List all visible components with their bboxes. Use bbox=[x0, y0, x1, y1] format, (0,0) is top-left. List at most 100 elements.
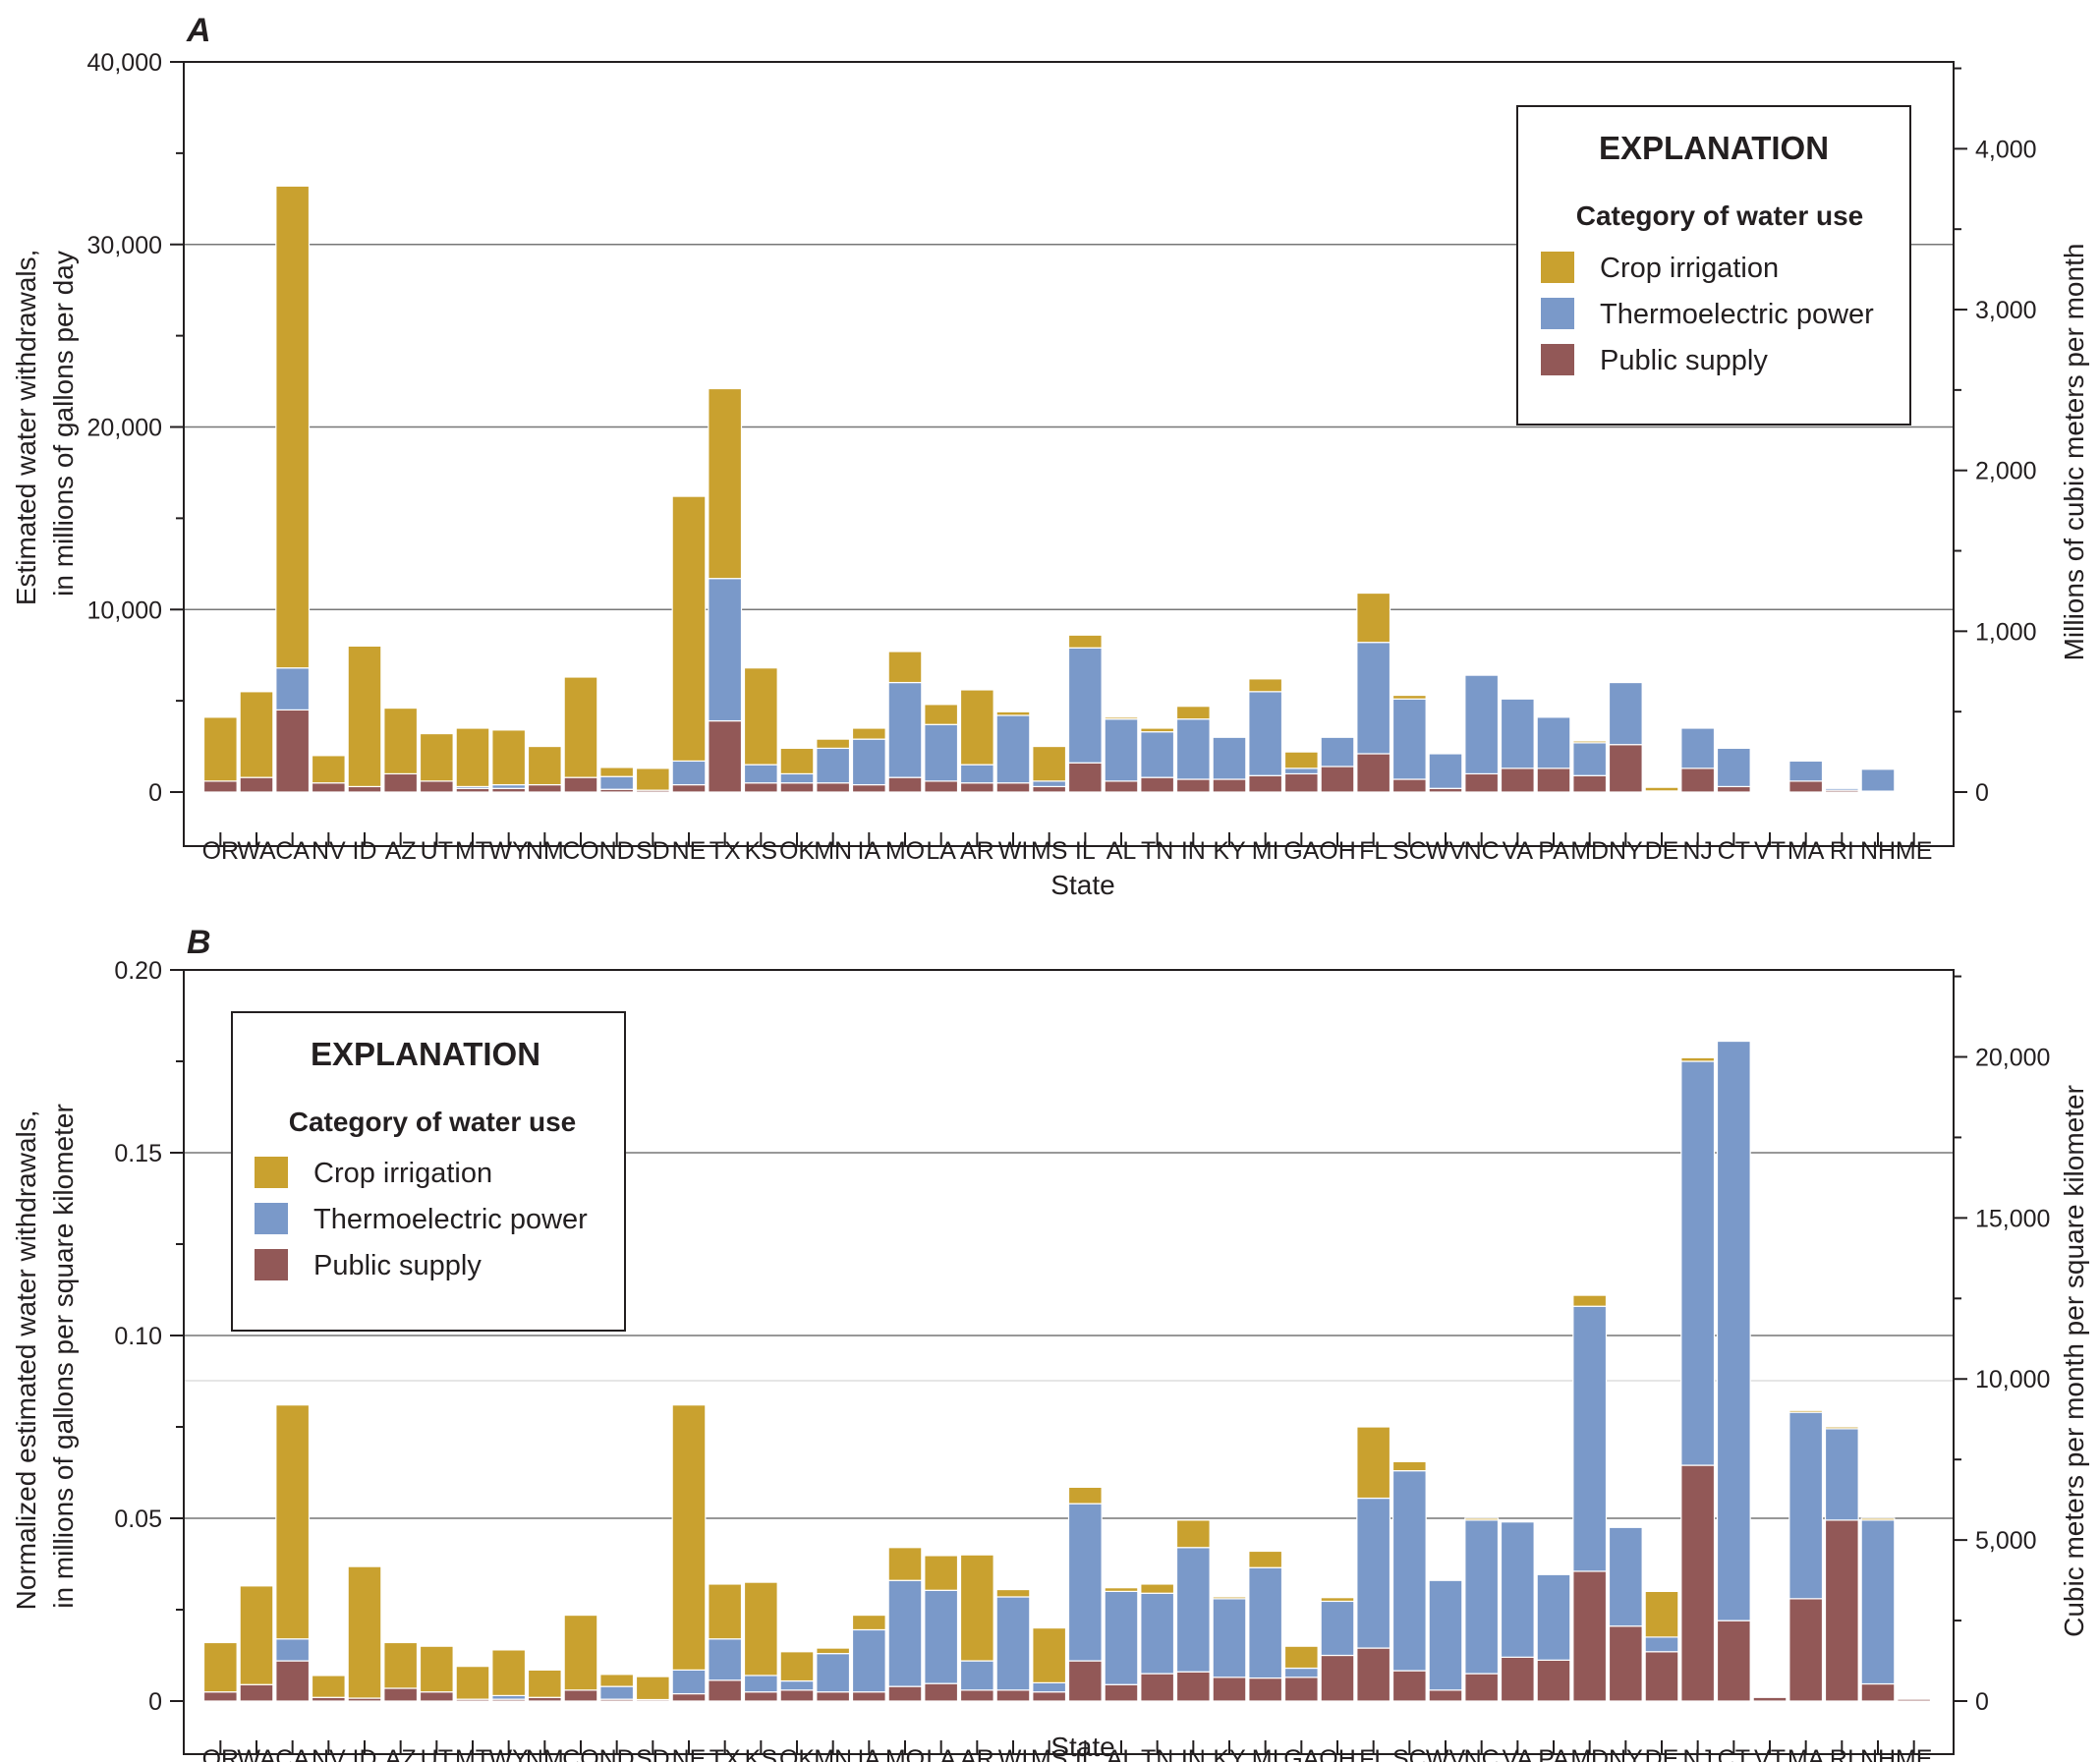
bar-crop-irrigation-nd bbox=[599, 767, 635, 777]
panel-a-legend-subtitle: Category of water use bbox=[1576, 200, 1864, 231]
bar-thermoelectric-power-ks bbox=[743, 764, 778, 784]
bar-public-supply-ct bbox=[1716, 785, 1751, 793]
bar-thermoelectric-power-ok bbox=[779, 772, 815, 784]
bar-public-supply-ne bbox=[671, 783, 707, 793]
bar-thermoelectric-power-ca bbox=[275, 667, 311, 711]
bar-crop-irrigation-oh bbox=[1320, 1597, 1355, 1603]
bar-public-supply-ne bbox=[671, 1692, 707, 1702]
bar-crop-irrigation-sc bbox=[1391, 694, 1427, 700]
bar-public-supply-md bbox=[1572, 1570, 1608, 1702]
x-tick-label-oh: OH bbox=[1319, 1745, 1356, 1762]
y-tick-label: 0.15 bbox=[114, 1140, 162, 1167]
bar-crop-irrigation-ok bbox=[779, 747, 815, 775]
bar-thermoelectric-power-il bbox=[1067, 647, 1103, 764]
x-tick-label-tn: TN bbox=[1141, 1745, 1173, 1762]
bar-crop-irrigation-al bbox=[1104, 1587, 1139, 1593]
bar-crop-irrigation-tn bbox=[1140, 727, 1175, 733]
x-tick-label-nj: NJ bbox=[1682, 1745, 1713, 1762]
panel-b-legend-label-public: Public supply bbox=[313, 1250, 482, 1281]
panel-a-legend-box bbox=[1516, 105, 1911, 426]
thermoelectric-power-swatch bbox=[255, 1203, 288, 1234]
y-tick-label: 0.10 bbox=[114, 1323, 162, 1350]
bar-public-supply-nv bbox=[311, 782, 346, 793]
x-tick-label-mt: MT bbox=[455, 837, 490, 865]
y2-tick-label: 5,000 bbox=[1975, 1527, 2037, 1555]
y2-tick-label: 2,000 bbox=[1975, 458, 2037, 485]
bar-public-supply-wv bbox=[1428, 1689, 1463, 1702]
bar-crop-irrigation-ga bbox=[1283, 1645, 1319, 1670]
x-tick-label-de: DE bbox=[1645, 837, 1679, 865]
bar-public-supply-ks bbox=[743, 1691, 778, 1702]
bar-crop-irrigation-az bbox=[383, 1641, 419, 1689]
bar-crop-irrigation-id bbox=[347, 1565, 382, 1699]
x-tick-label-ri: RI bbox=[1830, 837, 1854, 865]
x-tick-label-ut: UT bbox=[421, 837, 453, 865]
bar-public-supply-ok bbox=[779, 782, 815, 793]
bar-thermoelectric-power-in bbox=[1175, 1547, 1211, 1673]
bar-crop-irrigation-ks bbox=[743, 1581, 778, 1677]
bar-thermoelectric-power-mn bbox=[816, 747, 851, 784]
bar-thermoelectric-power-in bbox=[1175, 718, 1211, 780]
x-tick-label-md: MD bbox=[1570, 837, 1609, 865]
bar-crop-irrigation-ca bbox=[275, 185, 311, 669]
bar-public-supply-mn bbox=[816, 1691, 851, 1702]
bar-thermoelectric-power-va bbox=[1500, 698, 1535, 769]
bar-public-supply-co bbox=[563, 1689, 598, 1702]
bar-crop-irrigation-mi bbox=[1248, 1550, 1283, 1568]
bar-thermoelectric-power-ms bbox=[1032, 1681, 1067, 1693]
bar-thermoelectric-power-fl bbox=[1356, 642, 1391, 755]
y-tick-label: 40,000 bbox=[87, 49, 162, 77]
bar-public-supply-or bbox=[202, 1691, 238, 1702]
bar-crop-irrigation-la bbox=[924, 1555, 959, 1591]
bar-crop-irrigation-ia bbox=[851, 1614, 886, 1631]
bar-thermoelectric-power-pa bbox=[1536, 716, 1571, 769]
panel-a-y-axis: 0 10,000 20,000 30,000 40,000 bbox=[87, 49, 184, 807]
x-tick-label-va: VA bbox=[1503, 837, 1534, 865]
bar-public-supply-sc bbox=[1391, 778, 1427, 793]
bar-thermoelectric-power-va bbox=[1500, 1521, 1535, 1658]
bar-thermoelectric-power-ri bbox=[1824, 1428, 1859, 1521]
bar-public-supply-tn bbox=[1140, 1673, 1175, 1702]
bar-crop-irrigation-nm bbox=[527, 1669, 562, 1698]
bar-public-supply-ut bbox=[419, 1691, 454, 1702]
x-tick-label-sc: SC bbox=[1392, 837, 1427, 865]
panel-a-bars bbox=[202, 185, 1932, 793]
panel-a-legend-label-public: Public supply bbox=[1600, 345, 1768, 376]
x-tick-label-wa: WA bbox=[237, 1745, 276, 1762]
bar-crop-irrigation-mo bbox=[887, 1547, 923, 1581]
bar-crop-irrigation-ks bbox=[743, 667, 778, 766]
bar-thermoelectric-power-sc bbox=[1391, 1470, 1427, 1672]
bar-thermoelectric-power-ar bbox=[959, 764, 994, 784]
x-tick-label-ks: KS bbox=[745, 1745, 777, 1762]
bar-crop-irrigation-co bbox=[563, 676, 598, 778]
y2-tick-label: 15,000 bbox=[1975, 1205, 2050, 1232]
bar-thermoelectric-power-ct bbox=[1716, 747, 1751, 788]
x-tick-label-ok: OK bbox=[779, 1745, 815, 1762]
bar-thermoelectric-power-md bbox=[1572, 742, 1608, 776]
bar-crop-irrigation-il bbox=[1067, 634, 1103, 649]
bar-public-supply-vt bbox=[1752, 790, 1788, 793]
bar-public-supply-mi bbox=[1248, 774, 1283, 793]
bar-thermoelectric-power-wv bbox=[1428, 1579, 1463, 1691]
bar-crop-irrigation-or bbox=[202, 716, 238, 782]
x-tick-label-nh: NH bbox=[1860, 1745, 1896, 1762]
bar-crop-irrigation-nv bbox=[311, 755, 346, 784]
bar-public-supply-il bbox=[1067, 762, 1103, 793]
bar-thermoelectric-power-ne bbox=[671, 760, 707, 786]
bar-thermoelectric-power-nd bbox=[599, 775, 635, 790]
bar-public-supply-wa bbox=[239, 1683, 274, 1702]
bar-public-supply-ut bbox=[419, 780, 454, 793]
bar-thermoelectric-power-la bbox=[924, 723, 959, 782]
y2-tick-label: 0 bbox=[1975, 1688, 1989, 1716]
bar-public-supply-ky bbox=[1212, 1677, 1247, 1702]
panel-b-y-axis-title: Normalized estimated water withdrawals, … bbox=[11, 1103, 79, 1611]
bar-crop-irrigation-nj bbox=[1680, 1056, 1716, 1062]
bar-public-supply-nj bbox=[1680, 1464, 1716, 1702]
bar-thermoelectric-power-ia bbox=[851, 738, 886, 786]
bar-public-supply-oh bbox=[1320, 1654, 1355, 1702]
x-tick-label-mi: MI bbox=[1252, 837, 1279, 865]
bar-thermoelectric-power-ar bbox=[959, 1660, 994, 1691]
bar-thermoelectric-power-ma bbox=[1788, 1411, 1824, 1600]
